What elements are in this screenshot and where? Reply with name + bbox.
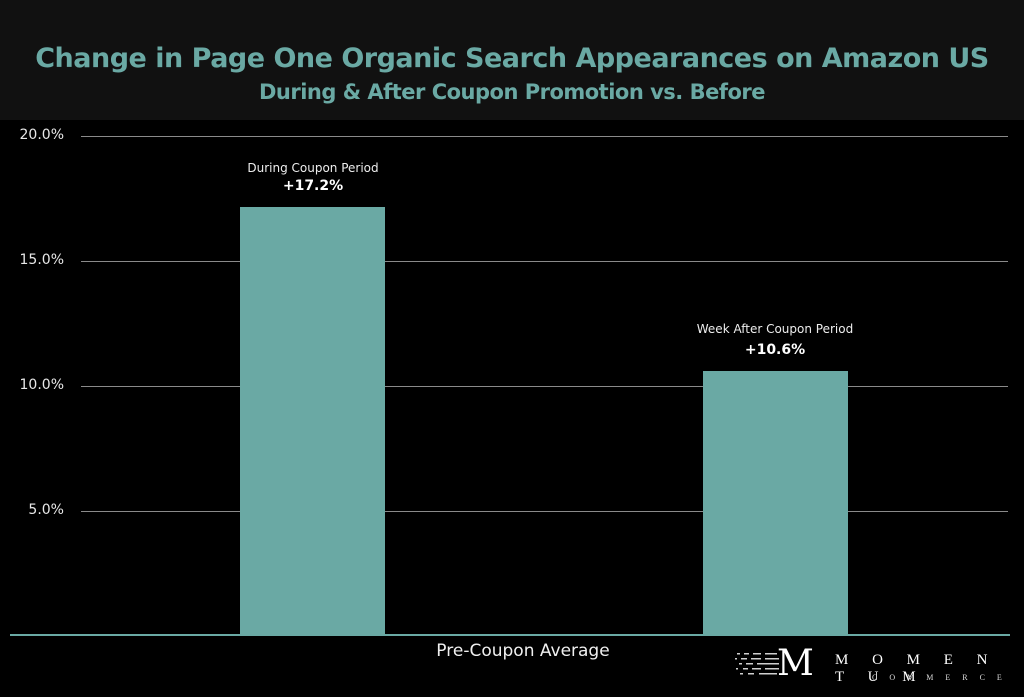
- bar-value-during: +17.2%: [282, 178, 344, 194]
- logo-mark: M: [777, 643, 814, 684]
- logo-subtitle: C O M M E R C E: [872, 673, 1007, 682]
- x-axis-label: Pre-Coupon Average: [436, 641, 610, 661]
- baseline-axis: [10, 634, 1010, 636]
- gridline-20: [81, 136, 1008, 137]
- gridline-10: [81, 386, 1008, 387]
- bar-week-after-coupon: [703, 371, 848, 635]
- bar-during-coupon: [240, 207, 385, 635]
- y-tick-5: 5.0%: [28, 502, 64, 518]
- y-tick-20: 20.0%: [19, 127, 64, 143]
- gridline-15: [81, 261, 1008, 262]
- bar-label-after: Week After Coupon Period: [696, 322, 854, 336]
- logo-wordmark: M O M E N T U M: [835, 652, 998, 685]
- chart-header: Change in Page One Organic Search Appear…: [0, 0, 1024, 120]
- gridline-5: [81, 511, 1008, 512]
- y-tick-15: 15.0%: [19, 252, 64, 268]
- chart-title: Change in Page One Organic Search Appear…: [35, 43, 989, 74]
- chart-subtitle: During & After Coupon Promotion vs. Befo…: [259, 80, 766, 104]
- speed-lines-icon: [735, 653, 779, 675]
- y-tick-10: 10.0%: [19, 377, 64, 393]
- bar-value-after: +10.6%: [744, 342, 806, 358]
- bar-label-during: During Coupon Period: [247, 161, 379, 175]
